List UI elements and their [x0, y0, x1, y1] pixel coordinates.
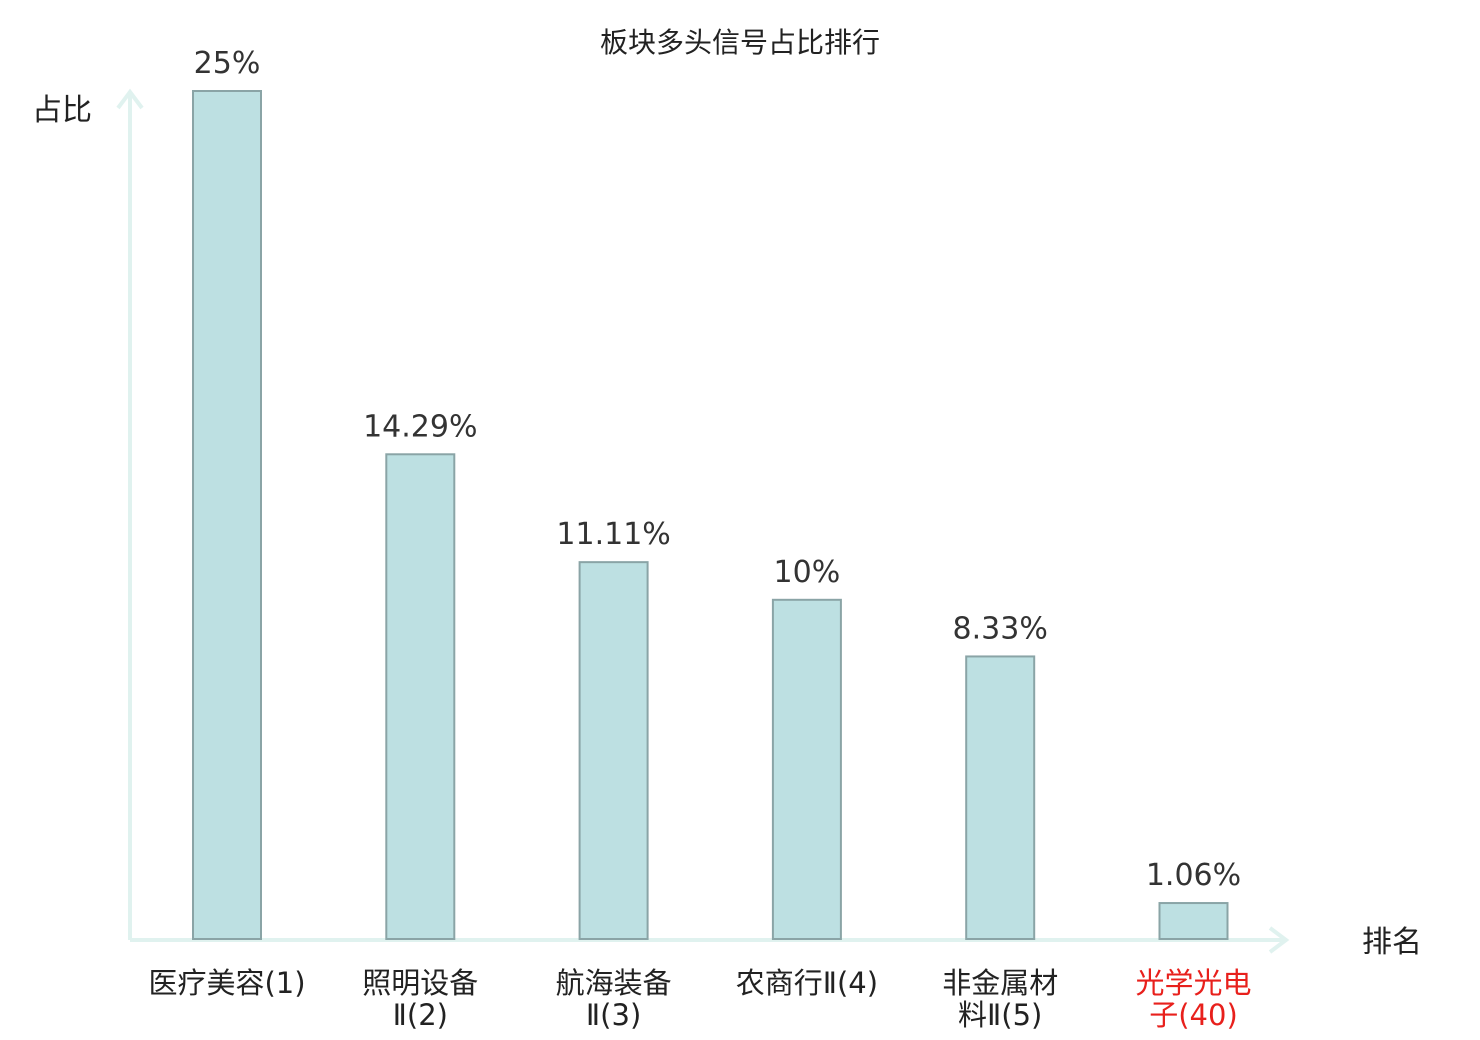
x-tick-label: 航海装备: [556, 966, 672, 1000]
bar: [192, 90, 262, 940]
bar: [771, 598, 842, 940]
bar-value-label: 10%: [774, 555, 841, 590]
x-tick-label: 子(40): [1149, 998, 1238, 1032]
bar: [578, 561, 649, 940]
y-axis-label: 占比: [32, 93, 92, 128]
x-tick-label: Ⅱ(3): [586, 998, 641, 1032]
x-tick-label: 医疗美容(1): [148, 966, 305, 1000]
bar-value-label: 1.06%: [1146, 858, 1241, 893]
bar: [965, 655, 1036, 940]
bar-value-label: 8.33%: [953, 611, 1048, 646]
x-tick-label: 料Ⅱ(5): [958, 998, 1042, 1032]
x-tick-label: 光学光电: [1135, 966, 1251, 1000]
x-tick-label: Ⅱ(2): [393, 998, 448, 1032]
x-tick-label: 照明设备: [362, 966, 478, 1000]
chart-title: 板块多头信号占比排行: [600, 26, 880, 59]
x-axis-label: 排名: [1362, 925, 1422, 960]
bar-value-label: 11.11%: [556, 517, 670, 552]
x-tick-label: 非金属材: [942, 966, 1058, 1000]
x-tick-label: 农商行Ⅱ(4): [736, 966, 878, 1000]
x-axis-arrow-icon: [1268, 926, 1290, 954]
bar-value-label: 25%: [194, 46, 261, 81]
y-axis-arrow-icon: [116, 88, 144, 110]
bar-value-label: 14.29%: [363, 409, 477, 444]
bar: [1158, 902, 1229, 940]
bar: [385, 453, 456, 940]
